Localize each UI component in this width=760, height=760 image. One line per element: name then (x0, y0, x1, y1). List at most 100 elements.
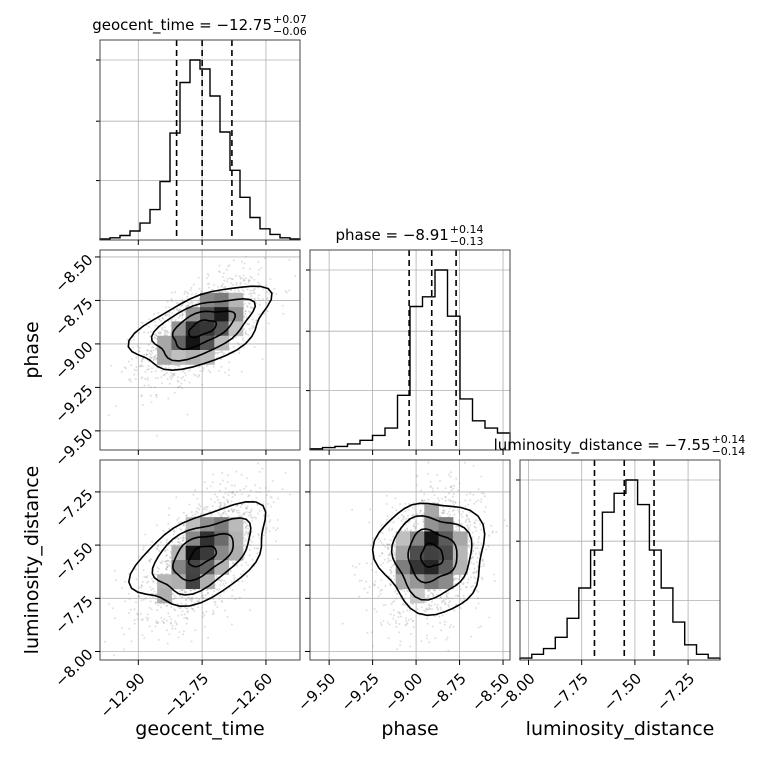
sample-point (450, 485, 453, 488)
sample-point (487, 545, 490, 548)
sample-point (173, 598, 176, 601)
sample-point (206, 592, 209, 595)
sample-point (153, 573, 156, 576)
sample-point (166, 566, 169, 569)
sample-point (237, 289, 240, 291)
sample-point (247, 531, 250, 534)
sample-point (444, 603, 447, 606)
sample-point (472, 542, 475, 544)
sample-point (205, 505, 208, 508)
sample-point (137, 595, 140, 598)
sample-point (188, 370, 191, 372)
sample-point (505, 524, 508, 527)
sample-point (373, 583, 376, 586)
sample-point (477, 537, 480, 540)
sample-point (150, 356, 153, 359)
sample-point (426, 622, 429, 625)
sample-point (479, 523, 482, 526)
sample-point (479, 625, 482, 628)
sample-point (439, 596, 442, 599)
sample-point (238, 275, 241, 278)
sample-point (404, 510, 407, 513)
sample-point (392, 574, 395, 577)
sample-point (251, 325, 254, 327)
sample-point (177, 310, 180, 313)
sample-point (481, 578, 484, 581)
sample-point (167, 320, 170, 323)
sample-point (265, 291, 268, 294)
sample-point (183, 372, 186, 374)
sample-point (433, 494, 436, 496)
sample-point (202, 367, 205, 370)
sample-point (171, 627, 174, 630)
sample-point (237, 290, 240, 293)
sample-point (243, 533, 246, 536)
sample-point (255, 319, 258, 322)
sample-point (153, 356, 156, 359)
sample-point (214, 493, 216, 496)
sample-point (247, 323, 250, 326)
sample-point (351, 565, 354, 568)
sample-point (442, 599, 445, 602)
sample-point (194, 374, 197, 377)
sample-point (181, 370, 184, 373)
sample-point (224, 371, 226, 374)
sample-point (185, 598, 188, 601)
sample-point (186, 611, 189, 614)
sample-point (152, 358, 155, 361)
sample-point (503, 519, 506, 522)
sample-point (401, 513, 403, 516)
sample-point (190, 301, 193, 304)
density-cell (200, 545, 215, 561)
sample-point (142, 548, 145, 551)
sample-point (242, 513, 245, 515)
sample-point (395, 597, 398, 600)
sample-point (447, 605, 450, 608)
sample-point (224, 290, 227, 293)
sample-point (166, 604, 169, 607)
sample-point (402, 518, 405, 521)
sample-point (401, 588, 404, 591)
density-cell (157, 350, 172, 365)
sample-point (495, 531, 498, 534)
sample-point (193, 610, 196, 613)
sample-point (380, 524, 383, 527)
sample-point (104, 640, 107, 643)
sample-point (153, 355, 156, 358)
sample-point (163, 621, 165, 624)
sample-point (133, 608, 136, 611)
sample-point (162, 529, 165, 532)
sample-point (186, 617, 189, 620)
sample-point (413, 522, 416, 525)
sample-point (126, 338, 129, 341)
sample-point (268, 292, 271, 295)
sample-point (257, 273, 260, 276)
sample-point (441, 497, 443, 500)
sample-point (216, 588, 219, 591)
sample-point (132, 346, 135, 349)
sample-point (234, 493, 237, 496)
sample-point (242, 267, 245, 270)
sample-point (182, 630, 185, 633)
sample-point (202, 594, 205, 597)
sample-point (207, 591, 210, 594)
sample-point (226, 481, 229, 484)
sample-point (392, 549, 395, 552)
sample-point (149, 586, 152, 589)
sample-point (214, 600, 217, 603)
sample-point (456, 577, 458, 580)
sample-point (453, 609, 456, 612)
sample-point (228, 586, 231, 589)
sample-point (267, 490, 270, 493)
sample-point (196, 507, 199, 510)
sample-point (289, 493, 292, 496)
sample-point (210, 289, 213, 292)
sample-point (392, 535, 395, 538)
sample-point (194, 513, 197, 516)
sample-point (183, 591, 186, 594)
sample-point (178, 308, 181, 311)
sample-point (198, 374, 201, 377)
sample-point (235, 274, 237, 277)
sample-point (475, 561, 478, 564)
